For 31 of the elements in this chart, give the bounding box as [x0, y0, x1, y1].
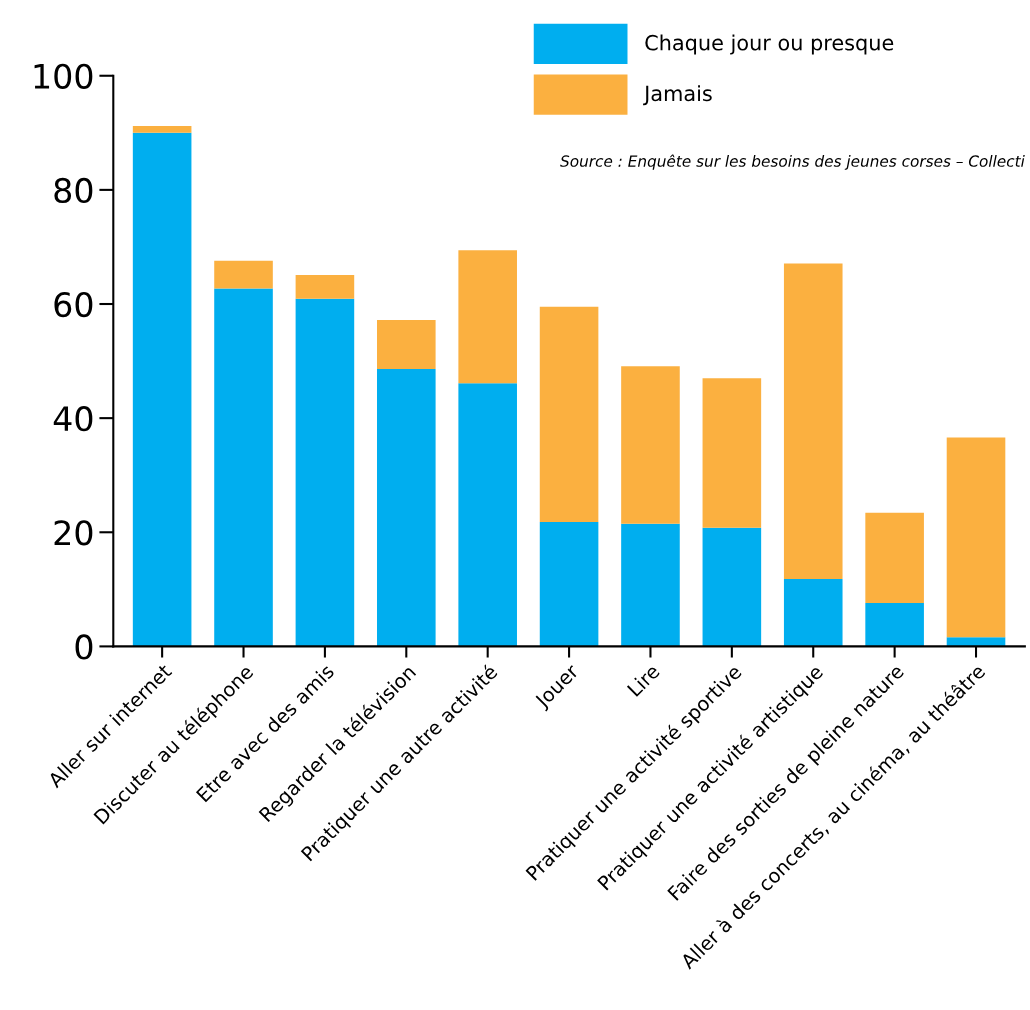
bar	[702, 378, 762, 528]
annotation: Source : Enquête sur les besoins des jeunes corses – Collecti	[560, 154, 1025, 170]
bar	[865, 603, 924, 647]
bar	[377, 319, 436, 370]
bar	[132, 132, 192, 647]
bar	[214, 260, 273, 289]
bar	[539, 522, 599, 647]
y-tick-label: 60	[54, 291, 93, 318]
bar	[214, 288, 273, 647]
bar	[702, 527, 762, 647]
bar	[621, 523, 680, 647]
legend-label: Chaque jour ou presque	[645, 34, 894, 55]
y-tick-label: 20	[54, 520, 93, 546]
bar	[539, 306, 599, 522]
y-tick-label: 0	[75, 634, 93, 660]
legend-label: Jamais	[643, 85, 712, 106]
y-tick-label: 100	[34, 63, 93, 89]
bar	[295, 298, 355, 647]
bar	[458, 383, 517, 647]
y-tick-label: 40	[53, 406, 93, 432]
x-tick-label: Lire	[626, 663, 661, 697]
bar	[865, 512, 924, 604]
bar	[458, 250, 517, 384]
bar	[783, 579, 843, 647]
bar	[621, 366, 680, 524]
bar	[783, 263, 843, 580]
bar	[377, 369, 436, 647]
bar	[946, 437, 1006, 638]
y-tick-label: 80	[54, 177, 93, 204]
bar	[132, 125, 192, 133]
bar	[295, 274, 355, 299]
